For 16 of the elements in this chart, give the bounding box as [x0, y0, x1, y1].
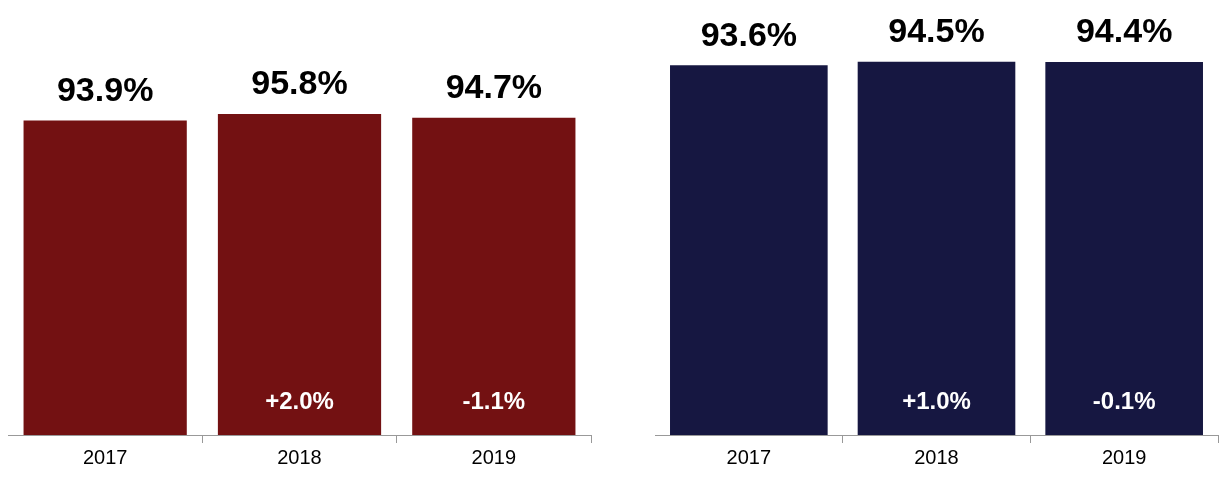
data-label: 94.4%	[1075, 11, 1173, 50]
data-label: 95.8%	[251, 63, 348, 102]
x-tick-label: 2018	[914, 445, 959, 468]
x-tick-label: 2017	[726, 445, 772, 468]
data-label: 94.5%	[888, 11, 985, 50]
annotation: -1.1%	[462, 386, 526, 414]
x-tick-label: 2019	[1101, 445, 1147, 468]
data-label: 93.9%	[56, 69, 154, 108]
x-tick-label: 2018	[277, 445, 322, 468]
x-tick-label: 2017	[82, 445, 128, 468]
x-tick-label: 2019	[471, 445, 517, 468]
annotation: +2.0%	[265, 386, 334, 414]
annotation: +1.0%	[902, 386, 971, 414]
annotation: -0.1%	[1092, 386, 1156, 414]
data-label: 94.7%	[445, 67, 543, 106]
data-label: 93.6%	[700, 14, 798, 53]
